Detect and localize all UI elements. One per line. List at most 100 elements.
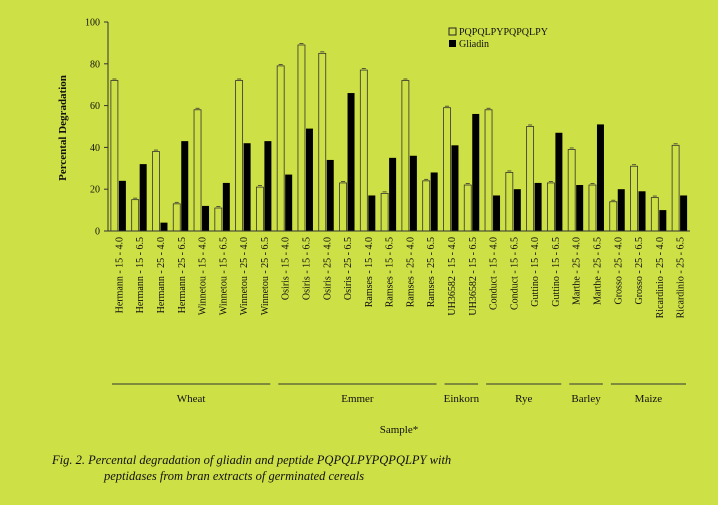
figure-caption: Fig. 2. Percental degradation of gliadin… xyxy=(52,452,692,484)
bar-gliadin xyxy=(181,141,189,231)
bar-gliadin xyxy=(576,185,584,231)
bar-peptide xyxy=(235,80,244,232)
x-tick-label: Hermann - 15 - 4.0 xyxy=(114,237,125,313)
bar-peptide xyxy=(152,151,160,232)
bar-peptide xyxy=(380,192,389,232)
x-tick-label: Ramses - 25 - 6.5 xyxy=(426,237,437,307)
bar-gliadin xyxy=(680,195,688,231)
y-tick-label: 20 xyxy=(90,185,100,196)
bar-peptide xyxy=(359,69,368,232)
x-tick-label: Osiris - 25 - 4.0 xyxy=(322,237,333,300)
caption-prefix: Fig. 2. xyxy=(52,453,85,467)
bar-peptide xyxy=(546,182,555,232)
bar-gliadin xyxy=(222,182,230,231)
bar-peptide xyxy=(172,203,181,232)
y-axis-title: Percental Degradation xyxy=(57,75,69,181)
bar-peptide xyxy=(463,184,472,232)
bar-gliadin xyxy=(493,195,501,231)
bar-peptide xyxy=(609,201,618,232)
x-tick-label: Osiris - 25 - 6.5 xyxy=(343,237,354,300)
x-tick-label: Ramses - 25 - 4.0 xyxy=(405,237,416,307)
bar-peptide xyxy=(276,65,285,232)
x-tick-label: Hermann - 15 - 6.5 xyxy=(135,237,146,313)
y-tick-label: 0 xyxy=(95,227,100,238)
group-label: Rye xyxy=(515,393,532,405)
bar-peptide xyxy=(255,186,264,232)
error-bars xyxy=(112,43,678,207)
x-tick-label: Guttino - 15 - 4.0 xyxy=(530,237,541,307)
bar-gliadin xyxy=(596,124,604,231)
x-tick-label: Winnetou - 15 - 4.0 xyxy=(198,237,209,315)
bar-peptide xyxy=(630,165,638,232)
x-tick-label: Winnetou - 25 - 6.5 xyxy=(260,237,271,315)
bar-gliadin xyxy=(555,132,563,231)
x-tick-label: Osiris - 15 - 4.0 xyxy=(281,237,292,300)
bar-gliadin xyxy=(118,180,126,231)
caption-line1: Percental degradation of gliadin and pep… xyxy=(88,453,452,467)
bar-peptide xyxy=(588,184,597,232)
x-tick-label: Grosso - 25 - 4.0 xyxy=(613,237,624,305)
x-tick-label: Winnetou - 15 - 6.5 xyxy=(218,237,229,315)
bar-peptide xyxy=(484,109,493,232)
bar-peptide xyxy=(422,180,431,232)
bar-peptide xyxy=(110,80,119,232)
bar-gliadin xyxy=(430,172,438,231)
bar-gliadin xyxy=(659,210,667,231)
bar-gliadin xyxy=(513,189,521,231)
y-ticks: 0 20 40 60 80 100 xyxy=(85,18,108,238)
bar-gliadin xyxy=(264,141,272,231)
group-label: Wheat xyxy=(177,393,206,405)
bar-gliadin xyxy=(202,205,210,231)
bar-gliadin xyxy=(389,157,397,231)
bar-gliadin xyxy=(305,128,313,231)
bar-peptide xyxy=(401,80,410,232)
group-label: Barley xyxy=(571,393,601,405)
bar-gliadin xyxy=(617,189,625,231)
x-tick-label: Hermann - 25 - 6.5 xyxy=(177,237,188,313)
bar-gliadin xyxy=(534,182,542,231)
x-tick-labels: Hermann - 15 - 4.0 Hermann - 15 - 6.5 Herm… xyxy=(114,237,686,318)
bar-gliadin xyxy=(326,159,334,231)
group-labels: Wheat Emmer Einkorn Rye Barley Maize xyxy=(112,383,686,405)
legend: PQPQLPYPQPQLPY Gliadin xyxy=(448,27,548,50)
bar-gliadin xyxy=(409,155,417,231)
bar-peptide xyxy=(339,182,347,232)
x-axis-title: Sample* xyxy=(380,424,419,436)
bar-peptide xyxy=(318,52,327,232)
y-tick-label: 80 xyxy=(90,59,100,70)
bars xyxy=(110,44,688,232)
bar-peptide xyxy=(131,199,140,232)
legend-label-peptide: PQPQLPYPQPQLPY xyxy=(459,27,548,38)
x-tick-label: Marthe - 25 - 6.5 xyxy=(592,237,603,305)
bar-peptide xyxy=(526,126,535,232)
y-tick-label: 40 xyxy=(90,143,100,154)
bar-gliadin xyxy=(472,113,480,231)
bar-gliadin xyxy=(139,164,147,231)
bar-gliadin xyxy=(638,191,646,231)
bar-peptide xyxy=(297,44,306,232)
x-tick-label: Hermann - 25 - 4.0 xyxy=(156,237,167,313)
caption-line2: peptidases from bran extracts of germina… xyxy=(104,469,365,483)
bar-peptide xyxy=(214,207,223,232)
x-tick-label: Conduct - 15 - 4.0 xyxy=(489,237,500,310)
x-tick-label: Ricardinio - 25 - 4.0 xyxy=(655,237,666,318)
bar-peptide xyxy=(193,109,202,232)
x-tick-label: Winnetou - 25 - 4.0 xyxy=(239,237,250,315)
group-label: Emmer xyxy=(341,393,374,405)
x-tick-label: Osiris - 15 - 6.5 xyxy=(301,237,312,300)
x-tick-label: Grosso - 25 - 6.5 xyxy=(634,237,645,305)
x-tick-label: Marthe - 25 - 4.0 xyxy=(572,237,583,305)
x-tick-label: UH36582 - 15 - 6.5 xyxy=(468,237,479,316)
legend-swatch-gliadin xyxy=(449,40,456,47)
y-tick-label: 60 xyxy=(90,101,100,112)
group-label: Einkorn xyxy=(444,393,480,405)
legend-label-gliadin: Gliadin xyxy=(459,39,489,50)
x-tick-label: Conduct - 15 - 6.5 xyxy=(509,237,520,310)
bar-gliadin xyxy=(160,222,168,231)
bar-peptide xyxy=(443,107,451,232)
bar-gliadin xyxy=(451,145,459,231)
x-tick-label: Ramses - 15 - 6.5 xyxy=(385,237,396,307)
bar-gliadin xyxy=(347,93,355,231)
bar-peptide xyxy=(505,172,514,232)
